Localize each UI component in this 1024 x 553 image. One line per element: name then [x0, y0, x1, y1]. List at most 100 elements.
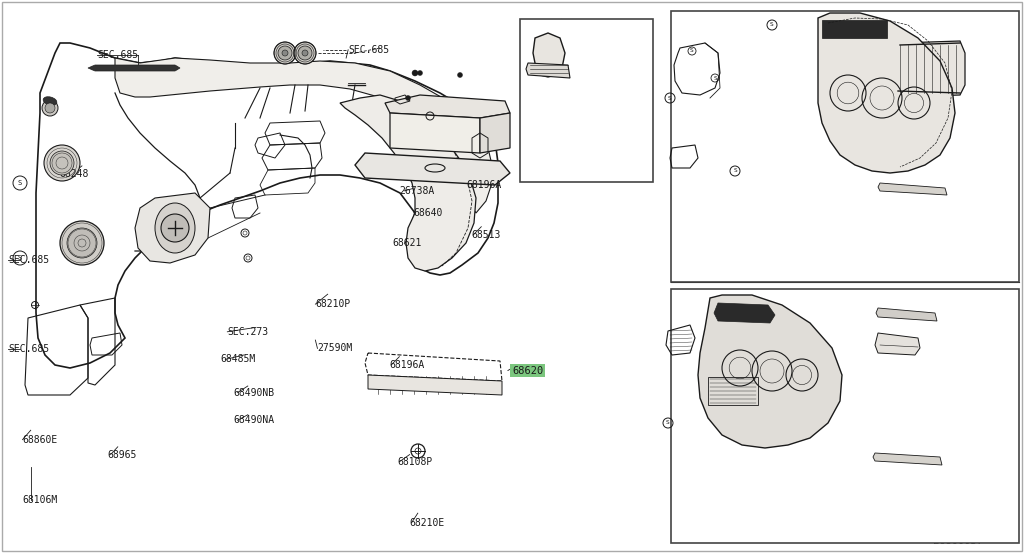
Polygon shape [714, 303, 775, 323]
Text: 68499N: 68499N [948, 46, 983, 56]
Circle shape [161, 214, 189, 242]
Text: (4): (4) [780, 44, 797, 53]
Text: SEC.273: SEC.273 [227, 327, 268, 337]
Text: 26738A: 26738A [399, 186, 434, 196]
Circle shape [418, 70, 423, 76]
Circle shape [67, 228, 97, 258]
Polygon shape [390, 113, 480, 153]
Text: S0B543-51610: S0B543-51610 [737, 222, 802, 231]
Polygon shape [355, 153, 510, 185]
Text: SEC.685: SEC.685 [348, 45, 389, 55]
Circle shape [45, 103, 55, 113]
Text: 68475A: 68475A [952, 330, 987, 340]
Text: 68261M: 68261M [950, 155, 985, 165]
Text: 68210P: 68210P [899, 119, 934, 129]
Text: 68640: 68640 [414, 208, 443, 218]
Polygon shape [873, 453, 942, 465]
Circle shape [412, 70, 418, 76]
Text: 68965: 68965 [108, 450, 137, 460]
Text: SEC.253: SEC.253 [950, 492, 991, 502]
Text: W/NAVIGATION: W/NAVIGATION [679, 15, 754, 25]
Circle shape [298, 46, 312, 60]
Text: SEC.685: SEC.685 [97, 50, 138, 60]
Text: 68153+A: 68153+A [686, 164, 727, 174]
Text: 68860E: 68860E [23, 435, 57, 445]
Text: 68175M: 68175M [679, 353, 714, 363]
Text: SEC.685: SEC.685 [8, 345, 49, 354]
Bar [671, 289, 1019, 543]
Polygon shape [135, 193, 210, 263]
Text: 68520A: 68520A [679, 67, 714, 77]
Circle shape [282, 50, 288, 56]
Polygon shape [340, 95, 476, 271]
Circle shape [294, 42, 316, 64]
Circle shape [406, 96, 411, 101]
Polygon shape [526, 63, 570, 78]
Polygon shape [368, 375, 502, 395]
Ellipse shape [155, 203, 195, 253]
Text: S: S [713, 76, 717, 81]
Circle shape [60, 221, 104, 265]
Text: SEC.685: SEC.685 [8, 255, 49, 265]
Text: S: S [17, 180, 23, 186]
Text: S0B543-51610: S0B543-51610 [679, 483, 743, 492]
Text: 68621: 68621 [392, 238, 422, 248]
Text: S: S [733, 169, 737, 174]
Text: 68154+A: 68154+A [679, 232, 720, 242]
Text: 68196A: 68196A [466, 180, 501, 190]
Text: 68210P: 68210P [315, 299, 350, 309]
Text: 68520A: 68520A [903, 349, 938, 359]
Text: S: S [17, 255, 23, 261]
Polygon shape [534, 33, 565, 77]
Polygon shape [876, 308, 937, 321]
Circle shape [44, 145, 80, 181]
Circle shape [42, 100, 58, 116]
Text: S: S [668, 96, 672, 101]
Polygon shape [480, 113, 510, 153]
Text: 68485M: 68485M [220, 354, 255, 364]
Text: (4): (4) [688, 493, 705, 502]
Text: E6800037: E6800037 [933, 536, 983, 546]
Circle shape [50, 151, 74, 175]
Text: S: S [667, 420, 670, 425]
Text: S0B543-51610: S0B543-51610 [768, 34, 833, 43]
Text: 68620: 68620 [512, 366, 544, 375]
Circle shape [274, 42, 296, 64]
Polygon shape [878, 183, 947, 195]
Text: 68248: 68248 [59, 169, 89, 179]
Text: 68108P: 68108P [397, 457, 432, 467]
Text: S0B320-50810: S0B320-50810 [679, 131, 743, 140]
Text: 68520: 68520 [963, 305, 992, 315]
Polygon shape [874, 333, 920, 355]
Bar [671, 11, 1019, 282]
Text: 68210E: 68210E [410, 518, 444, 528]
Text: 68520: 68520 [983, 183, 1013, 193]
Text: 68490NA: 68490NA [233, 415, 274, 425]
Text: 68106M: 68106M [23, 495, 57, 505]
Text: 68490NB: 68490NB [233, 388, 274, 398]
Text: 68210P: 68210P [530, 20, 565, 30]
Text: W/POCKET: W/POCKET [679, 291, 729, 301]
Bar [520, 19, 653, 182]
Text: 68154+C: 68154+C [679, 78, 720, 88]
Text: 68196A: 68196A [389, 360, 424, 370]
Text: S: S [770, 23, 774, 28]
Text: 68153+C: 68153+C [778, 111, 819, 121]
Polygon shape [893, 41, 965, 97]
Bar [822, 20, 887, 38]
Text: 27590M: 27590M [317, 343, 352, 353]
Polygon shape [115, 58, 492, 213]
Polygon shape [385, 95, 510, 118]
Circle shape [302, 50, 308, 56]
Bar [708, 377, 758, 405]
Circle shape [458, 72, 463, 77]
Text: S: S [690, 49, 694, 54]
Polygon shape [818, 13, 955, 173]
Ellipse shape [43, 97, 57, 105]
Text: (4): (4) [686, 141, 702, 150]
Circle shape [278, 46, 292, 60]
Text: (4): (4) [748, 232, 764, 241]
Text: 68513: 68513 [471, 230, 501, 240]
Polygon shape [88, 65, 180, 71]
Polygon shape [698, 295, 842, 448]
